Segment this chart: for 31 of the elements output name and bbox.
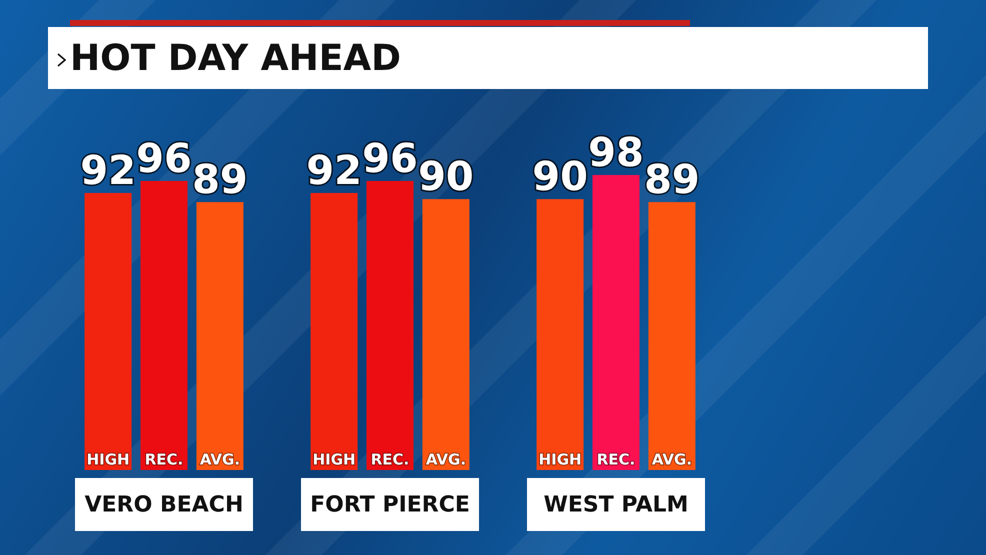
data-label: 92 <box>306 148 362 194</box>
bar <box>140 181 188 470</box>
series-label: AVG. <box>200 450 240 468</box>
text: REC. <box>596 450 636 468</box>
bar <box>196 202 244 470</box>
bar <box>310 193 358 470</box>
series-label: HIGH <box>86 450 130 468</box>
data-label: 92 <box>80 148 136 194</box>
data-label: 98 <box>588 130 644 176</box>
text: REC. <box>370 450 410 468</box>
bar <box>422 199 470 470</box>
bar <box>536 199 584 470</box>
data-label: 96 <box>362 136 418 182</box>
text: HIGH <box>312 450 356 468</box>
x-tick-label: WEST PALM <box>544 492 688 518</box>
x-tick-label: VERO BEACH <box>84 492 244 518</box>
bar <box>592 175 640 470</box>
data-label: 90 <box>532 154 588 200</box>
data-label: 89 <box>644 157 700 204</box>
text: AVG. <box>652 450 692 468</box>
x-tick-label: FORT PIERCE <box>310 492 470 518</box>
chart-title: HOT DAY AHEAD <box>70 37 402 81</box>
text: AVG. <box>426 450 466 468</box>
data-label: 96 <box>136 136 192 182</box>
bar <box>366 181 414 470</box>
data-label: 90 <box>418 154 474 200</box>
series-label: REC. <box>144 450 184 468</box>
data-label: 89 <box>192 157 248 204</box>
bar <box>84 193 132 470</box>
text: HIGH <box>538 450 582 468</box>
bar <box>648 202 696 470</box>
